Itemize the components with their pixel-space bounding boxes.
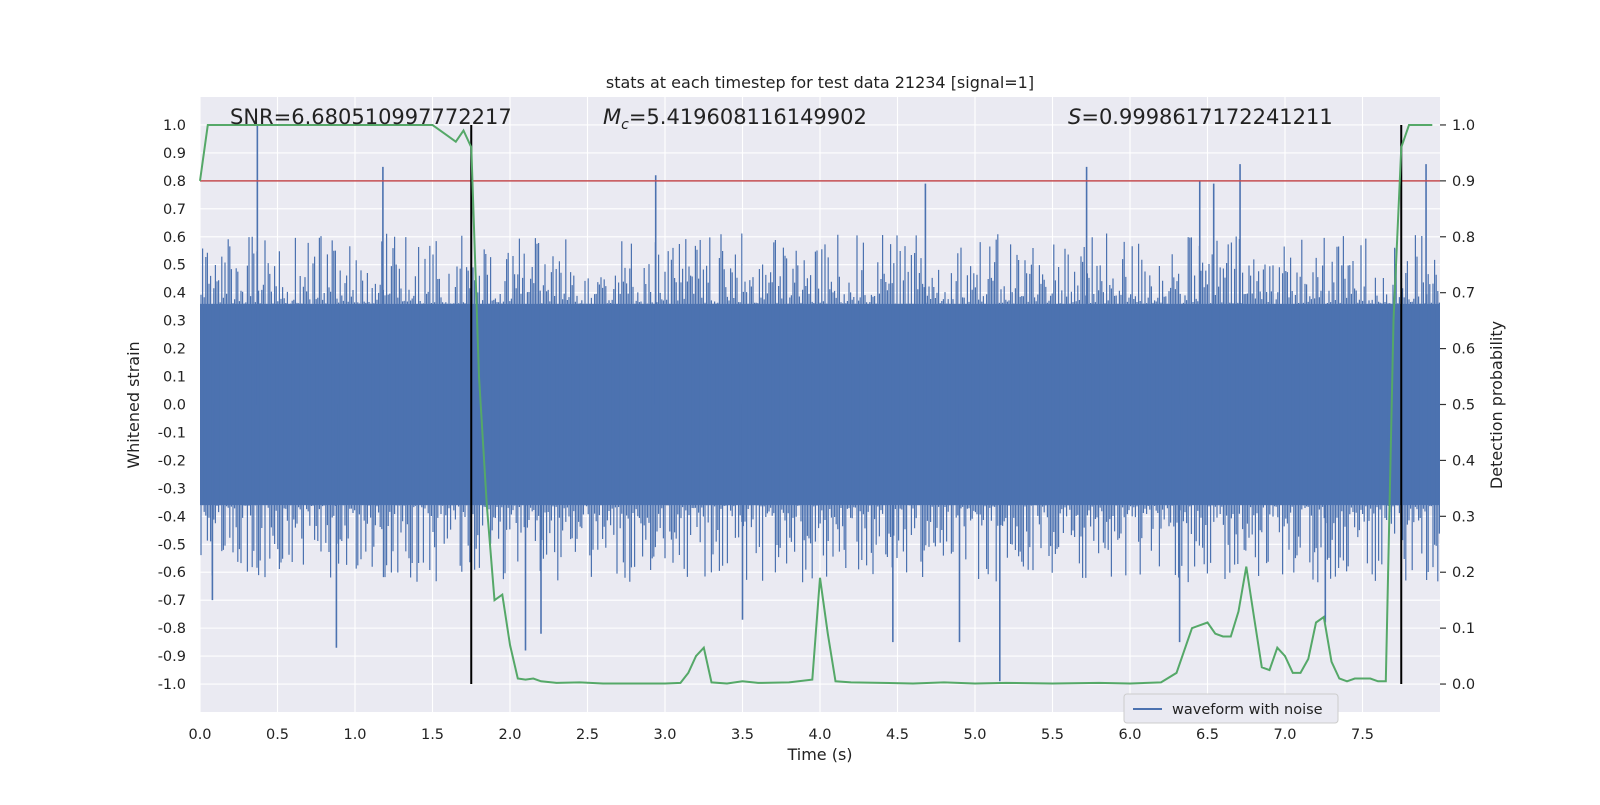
legend: waveform with noise [1123,693,1339,724]
snr-annotation: SNR=6.680510997772217 [230,105,512,129]
significance-annotation: S=0.9998617172241211 [1068,105,1333,129]
y2-tick-label: 0.5 [1452,398,1475,414]
y2-tick-label: 0.0 [1452,677,1475,693]
x-tick-label: 2.0 [498,727,521,743]
y-tick-labels: 1.0 0.9 0.8 0.7 0.6 0.5 0.4 0.3 0.2 0.1 0.0 -0.1 -0.… [158,118,186,693]
y-tick-label: -0.7 [158,593,186,609]
x-tick-label: 4.5 [886,727,909,743]
y2-tick-labels: 1.0 0.9 0.8 0.7 0.6 0.5 0.4 0.3 0.2 0.1 0.0 [1440,118,1475,693]
chirp-mass-symbol: M [603,105,621,129]
x-tick-label: 4.0 [808,727,831,743]
y-tick-label: -0.6 [158,565,186,581]
x-tick-label: 7.0 [1273,727,1296,743]
chirp-mass-value: =5.419608116149902 [629,105,867,129]
y-tick-label: -0.2 [158,453,186,469]
y-tick-label: -1.0 [158,677,186,693]
significance-symbol: S [1068,105,1081,129]
x-axis-label: Time (s) [786,745,852,764]
y2-tick-label: 0.3 [1452,509,1475,525]
x-tick-label: 1.5 [421,727,444,743]
y2-tick-label: 0.9 [1452,174,1475,190]
y-tick-label: -0.3 [158,481,186,497]
x-tick-label: 2.5 [576,727,599,743]
x-tick-label: 3.5 [731,727,754,743]
legend-box [1123,693,1339,724]
x-tick-label: 5.0 [963,727,986,743]
overlay-lines [199,124,1440,685]
y2-axis-label: Detection probability [1487,321,1506,489]
y-tick-label: 0.4 [163,286,186,302]
y2-tick-label: 0.6 [1452,342,1475,358]
y-tick-label: -0.8 [158,621,186,637]
y-tick-label: 0.6 [163,230,186,246]
x-tick-label: 5.5 [1041,727,1064,743]
y-tick-label: -0.5 [158,537,186,553]
y-tick-label: 0.9 [163,146,186,162]
x-tick-label: 6.5 [1196,727,1219,743]
x-tick-label: 0.0 [188,727,211,743]
y2-tick-label: 0.4 [1452,453,1475,469]
chart-title: stats at each timestep for test data 212… [606,73,1034,92]
y2-tick-label: 0.7 [1452,286,1475,302]
chirp-mass-subscript: c [621,117,629,133]
x-tick-label: 1.0 [343,727,366,743]
y-tick-label: -0.4 [158,509,186,525]
y2-tick-label: 0.2 [1452,565,1475,581]
waveform-series [200,124,1441,682]
x-tick-labels: 0.0 0.5 1.0 1.5 2.0 2.5 3.0 3.5 4.0 4.5 5.0 5.5 6.0 6… [188,727,1374,743]
y2-tick-label: 0.8 [1452,230,1475,246]
x-tick-label: 7.5 [1351,727,1374,743]
y-tick-label: 0.2 [163,342,186,358]
y-tick-label: -0.9 [158,649,186,665]
y-tick-label: 0.5 [163,258,186,274]
y-tick-label: -0.1 [158,425,186,441]
y-tick-label: 0.7 [163,202,186,218]
y-tick-label: 0.0 [163,398,186,414]
legend-label-waveform: waveform with noise [1172,702,1323,718]
x-tick-label: 3.0 [653,727,676,743]
significance-value: =0.9998617172241211 [1081,105,1332,129]
y2-tick-label: 1.0 [1452,118,1475,134]
y-tick-label: 1.0 [163,118,186,134]
probability-line [199,124,1433,685]
x-tick-label: 0.5 [266,727,289,743]
y2-tick-label: 0.1 [1452,621,1475,637]
y-tick-label: 0.3 [163,314,186,330]
x-tick-label: 6.0 [1118,727,1141,743]
chirp-mass-annotation: Mc=5.419608116149902 [603,105,867,133]
y-axis-label: Whitened strain [124,341,143,468]
y-tick-label: 0.1 [163,370,186,386]
y-tick-label: 0.8 [163,174,186,190]
